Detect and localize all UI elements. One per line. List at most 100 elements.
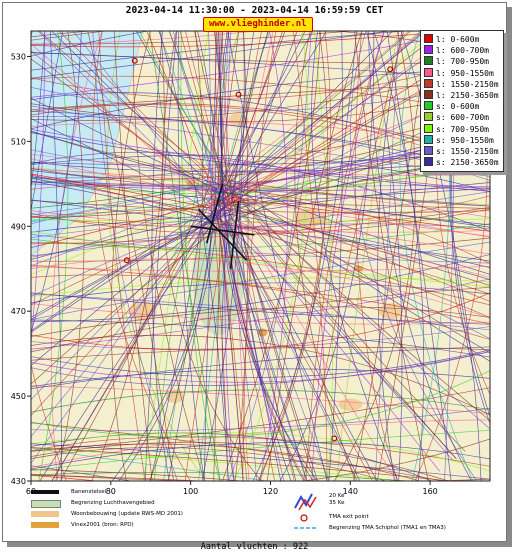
flight-track xyxy=(31,447,387,481)
flight-track xyxy=(224,31,235,481)
flight-track xyxy=(217,205,490,280)
legend-entry: l: 950-1550m xyxy=(424,67,494,79)
flight-track xyxy=(133,31,205,481)
flight-track xyxy=(55,31,85,481)
flight-track xyxy=(31,202,229,438)
flight-track xyxy=(158,31,229,481)
flight-track xyxy=(222,31,394,203)
altitude-legend: l: 0-600m l: 600-700m l: 700-950m l: 950-15… xyxy=(420,30,504,172)
tma-exit-point xyxy=(131,57,138,64)
flight-track xyxy=(31,43,223,215)
flight-track xyxy=(31,130,228,182)
y-tick-label: 490 xyxy=(11,222,26,231)
flight-track xyxy=(31,241,490,320)
flight-track xyxy=(222,133,490,192)
legend-entry: s: 700-950m xyxy=(424,123,489,135)
flight-track xyxy=(31,436,490,467)
legend-label: s: 700-950m xyxy=(436,124,489,134)
y-tick-label: 430 xyxy=(11,477,26,486)
runway xyxy=(198,208,248,261)
flight-track xyxy=(215,198,248,481)
legend-swatch xyxy=(424,78,433,88)
y-tick-label: 510 xyxy=(11,137,26,146)
flight-track xyxy=(31,334,490,416)
flight-track xyxy=(38,31,223,182)
flight-track xyxy=(279,31,375,481)
flight-track xyxy=(311,31,385,481)
flight-track xyxy=(31,346,490,361)
legend-label: s: 950-1550m xyxy=(436,135,494,145)
runway-label: Banenstelsel xyxy=(71,489,107,495)
flight-track xyxy=(252,31,357,481)
flight-track xyxy=(208,31,212,187)
flight-track xyxy=(50,31,103,481)
flight-track xyxy=(215,188,378,481)
legend-entry: l: 600-700m xyxy=(424,45,489,56)
legend-label: s: 600-700m xyxy=(436,113,489,123)
flight-track xyxy=(184,194,234,481)
y-tick-label: 470 xyxy=(11,307,26,316)
flight-track xyxy=(31,286,490,353)
flight-track xyxy=(294,31,356,481)
flight-track xyxy=(31,292,490,351)
legend-entry: s: 0-600m xyxy=(424,101,479,112)
legend-swatch xyxy=(424,134,433,144)
flight-track xyxy=(31,31,46,192)
flight-track xyxy=(350,31,478,481)
legend-swatch xyxy=(424,90,433,99)
legend-label: l: 0-600m xyxy=(436,35,480,44)
flight-track xyxy=(233,31,309,481)
flight-track xyxy=(231,180,490,207)
legend-entry: s: 600-700m xyxy=(424,112,489,123)
runway-swatch xyxy=(31,490,59,494)
flight-track xyxy=(51,31,218,191)
flight-track xyxy=(173,31,217,186)
flight-track xyxy=(221,31,269,481)
legend-entry: l: 0-600m xyxy=(424,34,479,45)
flight-track xyxy=(31,441,450,481)
vinex-label: Vinex2001 (bron: RPD) xyxy=(71,522,134,528)
flight-track xyxy=(87,31,174,481)
flight-track xyxy=(179,31,230,209)
housing-area xyxy=(294,208,327,227)
flight-track xyxy=(168,31,258,481)
housing-area xyxy=(378,303,403,320)
flight-track xyxy=(38,31,69,481)
legend-entry: s: 1550-2150m xyxy=(424,146,499,157)
flight-track xyxy=(31,50,235,214)
flight-track xyxy=(31,31,82,334)
flight-track xyxy=(31,31,67,481)
y-tick-label: 530 xyxy=(11,52,26,61)
flight-track xyxy=(232,193,490,362)
flight-track xyxy=(207,31,314,203)
legend-label: l: 1550-2150m xyxy=(436,79,499,89)
flight-track xyxy=(31,422,446,481)
flight-track xyxy=(208,182,490,219)
flight-track xyxy=(31,206,214,217)
flight-track xyxy=(229,179,490,275)
flight-track xyxy=(221,31,314,481)
chart-title: 2023-04-14 11:30:00 - 2023-04-14 16:59:5… xyxy=(125,5,384,16)
wind-label-35: 35 Ke xyxy=(329,500,345,506)
flight-track xyxy=(31,368,490,388)
flight-track xyxy=(194,31,238,213)
legend-label: l: 700-950m xyxy=(436,57,489,67)
flight-track xyxy=(31,217,221,321)
flight-track xyxy=(218,212,490,269)
legend-entry: s: 950-1550m xyxy=(424,134,494,146)
flight-track xyxy=(217,193,308,481)
flight-track xyxy=(213,31,240,207)
plot-area xyxy=(31,31,490,481)
legend-label: l: 600-700m xyxy=(436,46,489,56)
vinex-swatch xyxy=(31,522,59,528)
x-tick-label: 140 xyxy=(343,487,358,496)
flight-track xyxy=(31,319,490,358)
flight-track xyxy=(31,214,220,233)
flight-track xyxy=(31,184,215,216)
site-logo-badge[interactable]: www.vlieghinder.nl xyxy=(203,17,313,32)
x-tick-label: 120 xyxy=(263,487,278,496)
flight-track xyxy=(311,31,399,481)
tma-exit-point-icon xyxy=(300,514,308,522)
legend-entry: l: 2150-3650m xyxy=(424,90,499,101)
flight-track-map: 6080100120140160430450470490510530 xyxy=(11,30,491,496)
